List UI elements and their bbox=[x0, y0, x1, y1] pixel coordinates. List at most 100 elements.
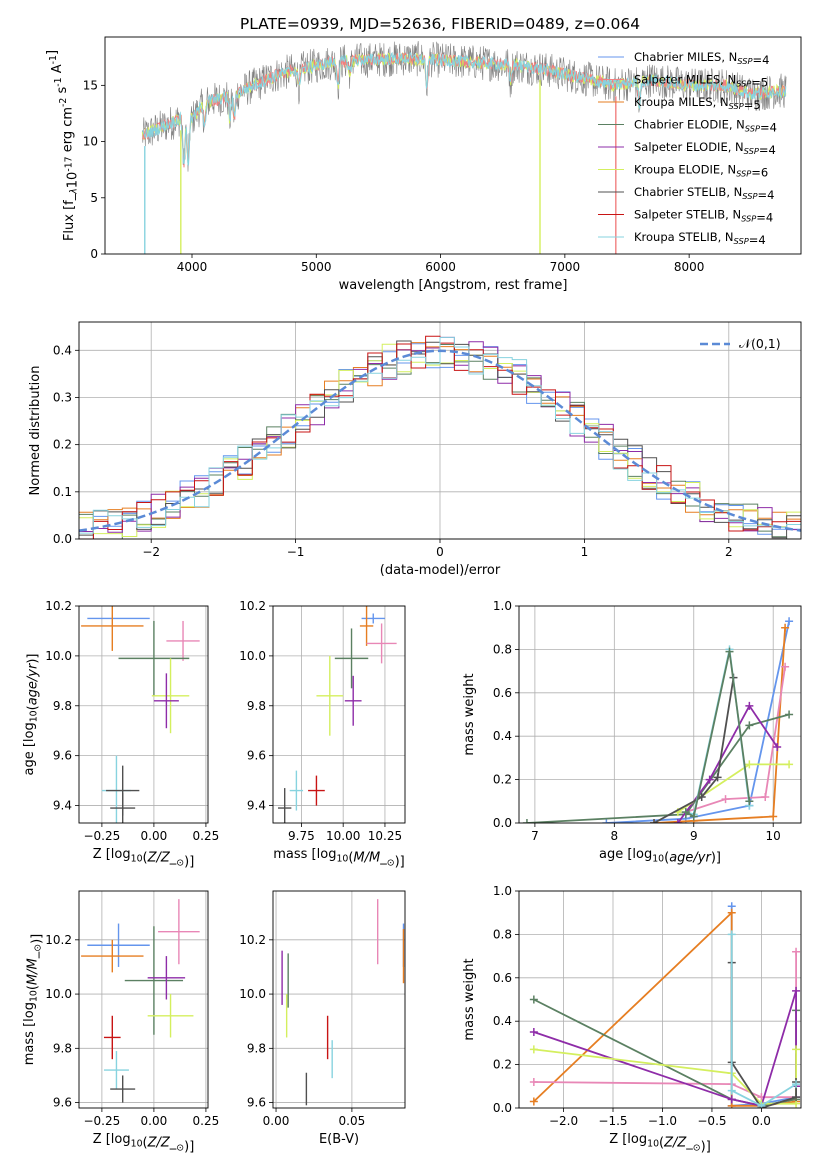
y-tick-label: 0 bbox=[90, 247, 98, 261]
weight-marker bbox=[705, 775, 714, 784]
plot-mass-weight-vs-age: 7 8 9 10 0.0 0.2 0.4 0.6 0.8 1.0 age [log10(age/yr… bbox=[462, 599, 802, 866]
x-tick-label: 1 bbox=[581, 545, 589, 559]
y-tick-label: 1.0 bbox=[493, 599, 512, 613]
weight-marker bbox=[673, 819, 682, 823]
x-tick-label: −1.0 bbox=[648, 1114, 677, 1128]
weight-marker bbox=[689, 812, 698, 821]
y-tick-label: 0.6 bbox=[493, 971, 512, 985]
y-tick-label: 10 bbox=[83, 135, 98, 149]
x-tick-label: 10 bbox=[766, 829, 781, 843]
weight-marker bbox=[522, 819, 531, 823]
y-tick-label: 0.0 bbox=[53, 532, 72, 546]
weight-marker bbox=[785, 710, 794, 719]
weight-series bbox=[685, 666, 786, 813]
y-tick-label: 0.8 bbox=[493, 927, 512, 941]
legend-entry: Kroupa MILES, NSSP=5 bbox=[634, 95, 761, 112]
x-axis-label: wavelength [Angstrom, rest frame] bbox=[339, 278, 568, 293]
axes-frame bbox=[272, 605, 406, 824]
y-tick-label: 0.6 bbox=[493, 686, 512, 700]
legend-entry: Salpeter MILES, NSSP=5 bbox=[634, 73, 768, 90]
weight-marker bbox=[725, 647, 734, 656]
legend-entry: Kroupa STELIB, NSSP=4 bbox=[634, 230, 766, 247]
y-tick-label: 10.2 bbox=[45, 933, 72, 947]
x-tick-label: −0.25 bbox=[83, 829, 120, 843]
y-axis-label: mass [log10(M/M_⊙)] bbox=[22, 934, 44, 1065]
x-tick-label: 0.00 bbox=[263, 1114, 290, 1128]
x-tick-label: 10.00 bbox=[326, 829, 360, 843]
weight-series bbox=[533, 951, 797, 1099]
axes-frame bbox=[78, 605, 209, 824]
x-tick-label: 0 bbox=[436, 545, 444, 559]
weight-series bbox=[677, 763, 790, 813]
y-tick-label: 0.3 bbox=[53, 390, 72, 404]
x-axis-label: Z [log10(Z/Z_⊙)] bbox=[93, 1132, 195, 1154]
x-tick-label: 9 bbox=[690, 829, 698, 843]
y-tick-label: 0.2 bbox=[493, 1058, 512, 1072]
axes-frame bbox=[518, 890, 802, 1109]
y-tick-label: 10.0 bbox=[45, 987, 72, 1001]
y-tick-label: 15 bbox=[83, 78, 98, 92]
weight-marker bbox=[761, 792, 770, 801]
legend-entry: Chabrier MILES, NSSP=4 bbox=[634, 50, 769, 67]
plot-age-vs-mass: 9.75 10.00 10.25 9.4 9.6 9.8 10.0 10.2 mass [log… bbox=[239, 599, 406, 869]
weight-marker bbox=[727, 1095, 736, 1104]
y-axis-label: Normed distribution bbox=[28, 366, 43, 496]
y-tick-label: 9.8 bbox=[247, 699, 266, 713]
y-tick-label: 9.8 bbox=[53, 699, 72, 713]
y-tick-label: 0.4 bbox=[53, 343, 72, 357]
plot-area bbox=[81, 606, 200, 823]
x-axis-label: E(B-V) bbox=[319, 1132, 359, 1147]
x-tick-label: −1 bbox=[287, 545, 305, 559]
weight-marker bbox=[650, 819, 659, 823]
y-tick-label: 9.6 bbox=[247, 1096, 266, 1110]
weight-marker bbox=[745, 760, 754, 769]
gaussian-curve bbox=[79, 349, 801, 532]
y-tick-label: 0.0 bbox=[493, 816, 512, 830]
weight-marker bbox=[757, 1101, 766, 1108]
y-axis-label: Flux [f_λ10-17 erg cm-2 s-1 A-1] bbox=[45, 50, 81, 241]
plot-spectrum: 4000 5000 6000 7000 8000 0 5 10 15 wavelength [An… bbox=[45, 36, 802, 293]
weight-marker bbox=[781, 623, 790, 632]
weight-marker bbox=[792, 986, 801, 995]
weight-marker bbox=[781, 662, 790, 671]
x-tick-label: −2.0 bbox=[549, 1114, 578, 1128]
y-tick-label: 0.2 bbox=[493, 773, 512, 787]
y-tick-label: 10.0 bbox=[45, 649, 72, 663]
legend-entry: Kroupa ELODIE, NSSP=6 bbox=[634, 163, 768, 180]
x-tick-label: −0.25 bbox=[83, 1114, 120, 1128]
weight-series bbox=[653, 627, 786, 823]
legend-entry: 𝒩(0,1) bbox=[739, 336, 781, 351]
x-axis-label: age [log10(age/yr)] bbox=[599, 847, 721, 866]
weight-marker bbox=[721, 795, 730, 804]
weight-marker bbox=[773, 743, 782, 752]
legend-entry: Chabrier STELIB, NSSP=4 bbox=[634, 185, 774, 202]
x-tick-label: −2 bbox=[142, 545, 160, 559]
weight-series bbox=[730, 962, 797, 1108]
weight-marker bbox=[713, 773, 722, 782]
weight-marker bbox=[529, 1097, 538, 1106]
weight-marker bbox=[769, 812, 778, 821]
histogram-series bbox=[79, 336, 801, 534]
x-axis-label: Z [log10(Z/Z_⊙)] bbox=[93, 847, 195, 869]
legend: Chabrier MILES, NSSP=4 Salpeter MILES, NS… bbox=[598, 50, 777, 247]
weight-marker bbox=[785, 617, 794, 626]
x-tick-label: 5000 bbox=[301, 260, 332, 274]
x-tick-label: 6000 bbox=[425, 260, 456, 274]
x-tick-label: −0.5 bbox=[697, 1114, 726, 1128]
legend-entry: Salpeter ELODIE, NSSP=4 bbox=[634, 140, 776, 157]
y-axis-label: mass weight bbox=[462, 673, 477, 755]
plot-area bbox=[529, 902, 801, 1108]
x-tick-label: 8000 bbox=[674, 260, 705, 274]
axes-frame bbox=[104, 36, 802, 255]
plot-age-vs-Z: −0.25 0.00 0.25 9.4 9.6 9.8 10.0 10.2 Z [log10(Z… bbox=[22, 599, 219, 869]
y-tick-label: 9.8 bbox=[53, 1041, 72, 1055]
weight-series bbox=[606, 621, 790, 823]
axes-frame bbox=[78, 890, 209, 1109]
weight-marker bbox=[792, 947, 801, 956]
y-tick-label: 9.6 bbox=[53, 1096, 72, 1110]
spectrum-model bbox=[141, 51, 787, 166]
plot-area bbox=[81, 899, 200, 1103]
weight-marker bbox=[792, 1045, 801, 1054]
x-tick-label: 9.75 bbox=[288, 829, 315, 843]
weight-marker bbox=[785, 760, 794, 769]
